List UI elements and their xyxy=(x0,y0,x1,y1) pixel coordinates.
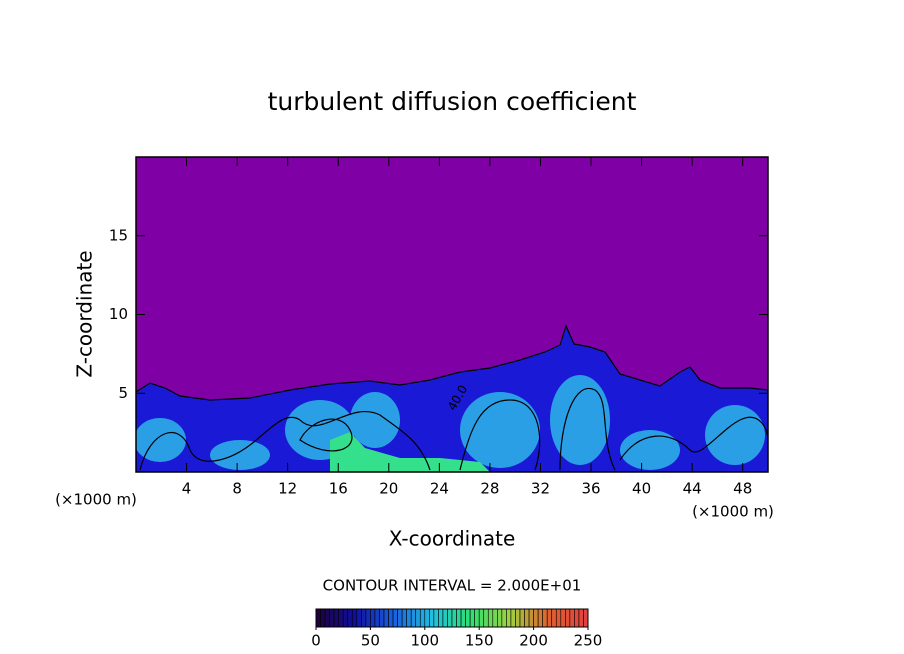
colorbar-swatch xyxy=(487,608,494,628)
colorbar-swatch xyxy=(388,608,394,628)
colorbar-swatch xyxy=(320,608,326,628)
colorbar-swatch xyxy=(342,608,349,628)
colorbar-swatch xyxy=(419,608,426,628)
colorbar-swatch xyxy=(551,608,557,628)
field-region xyxy=(330,432,490,472)
colorbar-swatch xyxy=(347,608,353,628)
colorbar-swatch xyxy=(456,608,462,628)
x-tick-label: 16 xyxy=(329,480,348,498)
colorbar-swatch xyxy=(365,608,371,628)
colorbar-swatch xyxy=(474,608,480,628)
colorbar-swatch xyxy=(433,608,439,628)
y-axis-title: Z-coordinate xyxy=(73,250,97,377)
colorbar-swatch xyxy=(492,608,498,628)
colorbar-tick-label: 0 xyxy=(311,632,321,650)
colorbar-swatch xyxy=(356,608,362,628)
colorbar-swatch xyxy=(469,608,475,628)
colorbar-swatch xyxy=(506,608,512,628)
colorbar-swatch xyxy=(361,608,367,628)
colorbar-swatch xyxy=(524,608,530,628)
y-tick-label: 5 xyxy=(118,384,128,402)
colorbar-tick-label: 200 xyxy=(519,632,548,650)
x-unit-label: (×1000 m) xyxy=(55,491,137,509)
colorbar-swatch xyxy=(379,608,385,628)
chart-title: turbulent diffusion coefficient xyxy=(268,87,637,116)
colorbar-swatch xyxy=(510,608,516,628)
colorbar-swatch xyxy=(555,608,562,628)
colorbar-swatch xyxy=(333,608,339,628)
colorbar-swatch xyxy=(410,608,417,628)
contour-lines xyxy=(136,324,768,471)
colorbar-swatch xyxy=(429,608,435,628)
colorbar-tick-label: 250 xyxy=(574,632,603,650)
colorbar-swatch xyxy=(397,608,403,628)
colorbar-swatch xyxy=(528,608,534,628)
colorbar-swatch xyxy=(565,608,571,628)
colorbar-swatch xyxy=(519,608,525,628)
colorbar-swatch xyxy=(383,608,389,628)
colorbar-swatch xyxy=(478,608,485,628)
colorbar-swatch xyxy=(392,608,398,628)
colorbar-swatch xyxy=(329,608,335,628)
colorbar-swatch xyxy=(546,608,553,628)
y-tick-label: 15 xyxy=(109,226,128,244)
x-tick-label: 32 xyxy=(531,480,550,498)
colorbar-swatch xyxy=(424,608,430,628)
colorbar-swatch xyxy=(406,608,412,628)
colorbar-swatch xyxy=(315,608,321,628)
x-axis-title: X-coordinate xyxy=(389,527,516,551)
contour-interval-label: CONTOUR INTERVAL = 2.000E+01 xyxy=(323,577,582,595)
colorbar-swatch xyxy=(533,608,539,628)
field-region xyxy=(136,375,765,470)
x-tick-label: 40 xyxy=(632,480,651,498)
colorbar-swatch xyxy=(583,608,589,628)
colorbar-swatch xyxy=(465,608,471,628)
colorbar-swatch xyxy=(497,608,503,628)
x-tick-label: 44 xyxy=(683,480,702,498)
colorbar-swatch xyxy=(574,608,580,628)
field xyxy=(136,157,768,472)
x-tick-label: 20 xyxy=(379,480,398,498)
colorbar-swatch xyxy=(374,608,380,628)
x-tick-label: 4 xyxy=(182,480,192,498)
x-tick-label: 36 xyxy=(581,480,600,498)
colorbar-swatch xyxy=(578,608,584,628)
colorbar-swatch xyxy=(501,608,507,628)
colorbar-swatch xyxy=(447,608,453,628)
colorbar-swatch xyxy=(338,608,344,628)
colorbar-swatch xyxy=(451,608,457,628)
colorbar-swatch xyxy=(415,608,421,628)
colorbar-swatch xyxy=(401,608,407,628)
x-unit-label: (×1000 m) xyxy=(692,503,774,521)
colorbar-tick-label: 150 xyxy=(465,632,494,650)
colorbar-swatch xyxy=(515,608,521,628)
colorbar-swatch xyxy=(560,608,566,628)
colorbar-swatch xyxy=(483,608,489,628)
colorbar-swatch xyxy=(370,608,376,628)
colorbar-frame xyxy=(315,608,589,628)
x-tick-label: 48 xyxy=(733,480,752,498)
colorbar-swatch xyxy=(569,608,575,628)
colorbar-tick-label: 100 xyxy=(410,632,439,650)
colorbar-swatch xyxy=(537,608,543,628)
colorbar-swatch xyxy=(542,608,548,628)
colorbar-swatch xyxy=(351,608,358,628)
colorbar-swatch xyxy=(442,608,448,628)
colorbar-swatch xyxy=(438,608,444,628)
x-tick-label: 8 xyxy=(232,480,242,498)
x-tick-label: 24 xyxy=(430,480,449,498)
x-tick-label: 28 xyxy=(480,480,499,498)
colorbar-swatch xyxy=(460,608,466,628)
y-tick-label: 10 xyxy=(109,305,128,323)
colorbar-tick-label: 50 xyxy=(361,632,380,650)
x-tick-label: 12 xyxy=(278,480,297,498)
colorbar-swatch xyxy=(324,608,330,628)
